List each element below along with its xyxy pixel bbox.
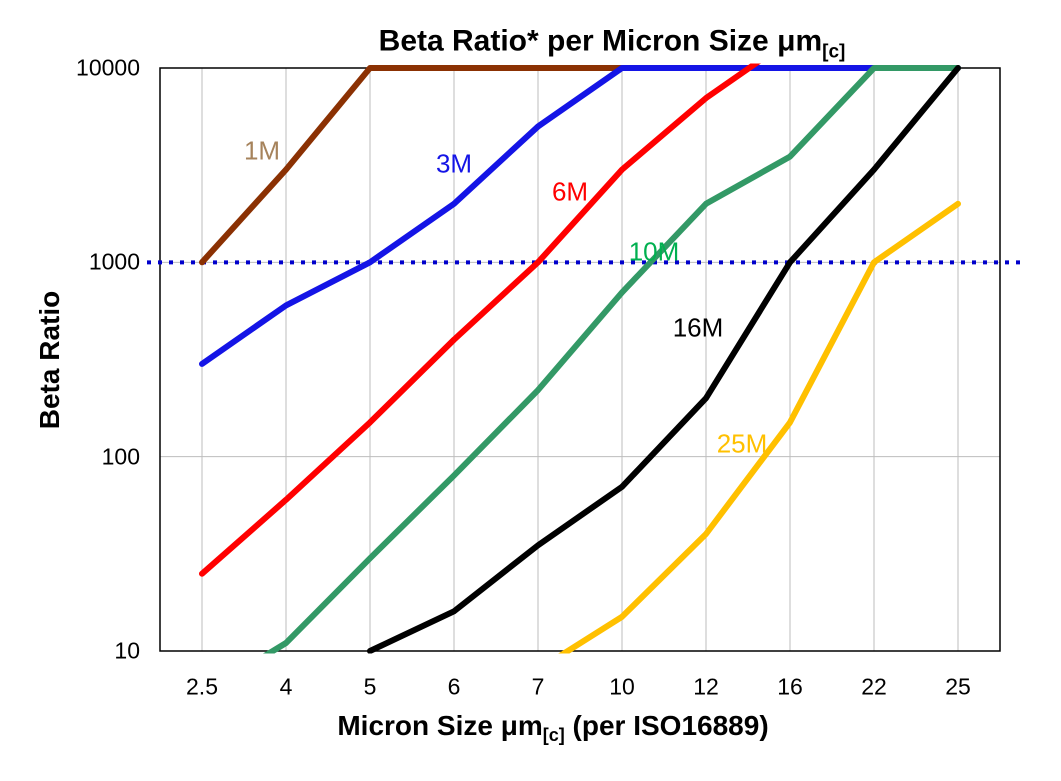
series-label-1m: 1M: [243, 135, 281, 166]
y-tick-label: 10000: [76, 54, 140, 81]
x-tick-label: 22: [861, 673, 887, 700]
series-label-3m: 3M: [435, 148, 473, 179]
series-line-10m: [262, 65, 961, 654]
y-tick-label: 100: [101, 443, 140, 470]
series-label-25m: 25M: [716, 428, 768, 459]
chart-title: Beta Ratio* per Micron Size μm[c]: [379, 25, 846, 64]
chart-title-main: Beta Ratio* per Micron Size: [378, 24, 778, 58]
series-label-10m: 10M: [628, 236, 680, 267]
x-axis-title-rest: (per ISO16889): [564, 710, 769, 741]
series-line-3m: [199, 65, 961, 367]
x-tick-label: 10: [609, 673, 635, 700]
x-tick-label: 7: [531, 673, 545, 700]
chart-title-mu: μm: [777, 24, 823, 58]
series-line-16m: [367, 65, 961, 654]
x-tick-label: 4: [279, 673, 293, 700]
x-tick-label: 5: [363, 673, 377, 700]
y-tick-label: 10: [114, 637, 140, 664]
x-axis-title-subscript: [c]: [542, 725, 565, 745]
y-axis-title: Beta Ratio: [34, 290, 65, 430]
x-axis-title-mu: μm: [500, 710, 543, 741]
chart-title-subscript: [c]: [822, 41, 846, 63]
series-label-16m: 16M: [672, 312, 724, 343]
x-tick-label: 16: [777, 673, 803, 700]
x-tick-label: 6: [447, 673, 461, 700]
x-tick-label: 12: [693, 673, 719, 700]
x-tick-label: 2.5: [186, 673, 218, 700]
series-line-25m: [558, 200, 961, 654]
series-line-6m: [199, 63, 761, 577]
x-tick-label: 25: [945, 673, 971, 700]
x-axis-title: Micron Size μm[c] (per ISO16889): [337, 710, 768, 746]
y-tick-label: 1000: [88, 248, 140, 275]
x-axis-title-main: Micron Size: [337, 710, 501, 741]
series-label-6m: 6M: [551, 176, 589, 207]
vertical-gridlines: [201, 68, 959, 651]
